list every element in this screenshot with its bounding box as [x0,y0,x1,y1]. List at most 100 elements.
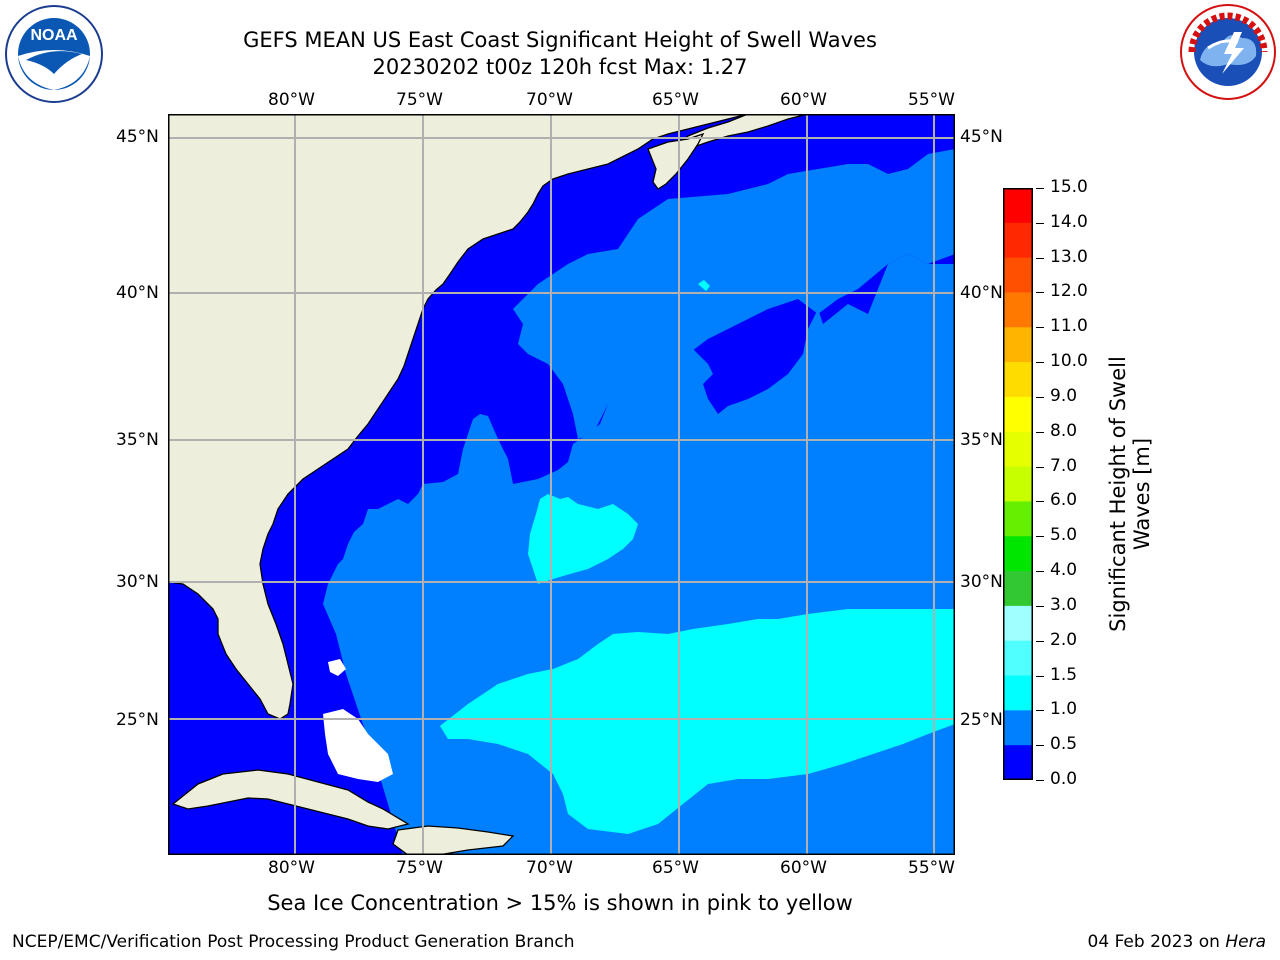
lat-label-left-45n: 45°N [116,127,159,147]
colorbar-tick-label: 2.0 [1050,629,1078,650]
colorbar-tick-label: 4.0 [1050,560,1078,581]
colorbar-frame [1003,188,1033,780]
lon-label-bottom-65w: 65°W [652,858,699,878]
colorbar-segment [1003,327,1033,363]
noaa-logo: NOAA [4,4,104,104]
map-panel [167,113,955,856]
colorbar-tick-label: 5.0 [1050,525,1078,546]
colorbar-tick-label: 9.0 [1050,385,1078,406]
colorbar-tick-mark [1036,571,1044,573]
nws-logo [1178,2,1278,102]
colorbar-segment [1003,431,1033,468]
colorbar-segment [1003,536,1033,572]
lon-label-top-55w: 55°W [908,90,955,110]
colorbar-tick-label: 3.0 [1050,594,1078,615]
colorbar-segment [1003,501,1033,537]
colorbar-tick-label: 15.0 [1050,177,1088,197]
colorbar-tick-mark [1036,257,1044,259]
lat-label-right-30n: 30°N [960,572,1003,592]
lat-label-left-25n: 25°N [116,710,159,730]
colorbar-tick-label: 13.0 [1050,246,1088,267]
colorbar-tick-mark [1036,362,1044,364]
noaa-logo-text: NOAA [30,27,78,44]
map-frame [168,114,955,855]
colorbar-tick-label: 0.0 [1050,769,1078,789]
colorbar-tick-label: 7.0 [1050,455,1078,476]
footer-date: 04 Feb 2023 on Hera [1088,932,1266,952]
colorbar-title-line1: Significant Height of Swell [1106,356,1130,632]
colorbar-tick-label: 1.0 [1050,699,1078,720]
lon-label-top-65w: 65°W [652,90,699,110]
land-maritimes [676,113,809,150]
lat-label-left-35n: 35°N [116,430,159,450]
lon-label-bottom-55w: 55°W [908,858,955,878]
lon-label-bottom-80w: 80°W [268,858,315,878]
colorbar-tick-mark [1036,710,1044,712]
colorbar-tick-label: 12.0 [1050,281,1088,302]
colorbar-tick-mark [1036,466,1044,468]
colorbar-tick-mark [1036,327,1044,329]
colorbar-tick-labels: 15.0 14.0 13.0 12.0 11.0 10.0 9.0 8.0 7.0 6.0 5.0 4… [1036,177,1106,789]
colorbar-tick-mark [1036,745,1044,747]
colorbar-tick-label: 10.0 [1050,351,1088,372]
colorbar-tick-label: 11.0 [1050,316,1088,337]
map-title: GEFS MEAN US East Coast Significant Heig… [243,28,877,52]
colorbar-title-line2: Waves [m] [1130,437,1154,551]
colorbar-segment [1003,745,1033,781]
colorbar-segment [1003,710,1033,746]
colorbar-segment [1003,188,1033,224]
colorbar-tick-label: 14.0 [1050,211,1088,232]
lon-label-top-70w: 70°W [526,90,573,110]
colorbar-tick-label: 6.0 [1050,490,1078,511]
colorbar-segment [1003,292,1033,328]
map-subtitle: 20230202 t00z 120h fcst Max: 1.27 [372,55,748,79]
colorbar-tick-mark [1036,640,1044,642]
lat-label-right-40n: 40°N [960,283,1003,303]
lat-label-right-45n: 45°N [960,127,1003,147]
lat-label-left-40n: 40°N [116,283,159,303]
colorbar-segment [1003,257,1033,293]
colorbar-segment [1003,571,1033,607]
nodata-florida-keys [328,659,346,676]
lat-label-right-35n: 35°N [960,430,1003,450]
map-grid [168,114,955,855]
land-north-america [167,113,749,720]
land-cuba [171,769,410,830]
colorbar-segment [1003,222,1033,259]
colorbar-segment [1003,466,1033,502]
ocean-band-10-15-central [528,494,638,584]
ocean-band-10-15-south [440,609,955,834]
colorbar-tick-mark [1036,292,1044,294]
colorbar-tick-mark [1036,780,1044,781]
colorbar-title: Significant Height of Swell Waves [m] [1106,344,1154,644]
colorbar-tick-mark [1036,675,1044,677]
land-nova-scotia [647,132,705,190]
colorbar-segment [1003,605,1033,642]
colorbar-segment [1003,675,1033,711]
footer-date-text: 04 Feb 2023 on [1087,932,1226,952]
footer-branch: NCEP/EMC/Verification Post Processing Pr… [12,932,575,952]
lon-label-bottom-60w: 60°W [780,858,827,878]
lon-label-top-80w: 80°W [268,90,315,110]
colorbar-svg [1003,188,1033,781]
sea-ice-note: Sea Ice Concentration > 15% is shown in … [267,891,853,915]
colorbar-tick-mark [1036,501,1044,503]
colorbar-tick-label: 8.0 [1050,420,1078,441]
colorbar-tick-mark [1036,396,1044,398]
colorbar [1003,188,1033,781]
colorbar-tick-mark [1036,188,1044,189]
map-svg [167,113,955,856]
colorbar-segment [1003,396,1033,433]
nodata-bahamas-banks [323,709,393,782]
colorbar-tick-label: 0.5 [1050,734,1078,755]
lat-label-right-25n: 25°N [960,710,1003,730]
colorbar-tick-mark [1036,431,1044,433]
colorbar-tick-label: 1.5 [1050,664,1078,685]
colorbar-tick-mark [1036,536,1044,538]
lon-label-bottom-70w: 70°W [526,858,573,878]
colorbar-tick-mark [1036,222,1044,224]
footer-host: Hera [1225,932,1266,952]
ocean-band-10-15-east [698,280,710,291]
lat-label-left-30n: 30°N [116,572,159,592]
colorbar-tick-mark [1036,605,1044,607]
